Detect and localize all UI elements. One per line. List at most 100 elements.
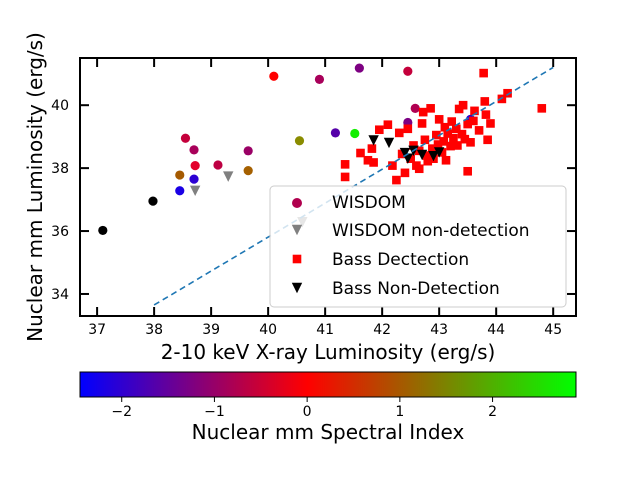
x-axis-label: 2-10 keV X-ray Luminosity (erg/s): [161, 340, 496, 364]
tick-layer: 37 38 39 40 41 42 43 44 45 34 36 38 40: [51, 58, 576, 338]
data-point-series-0: [410, 103, 420, 113]
legend-label-wisdom: WISDOM: [332, 193, 406, 213]
data-point-series-0: [189, 145, 199, 155]
data-point-series-2: [392, 175, 401, 185]
data-point-series-2: [446, 141, 455, 151]
data-point-series-3: [383, 137, 395, 149]
data-point-series-3: [399, 147, 411, 159]
data-point-series-0: [243, 146, 253, 156]
legend-label-wisdom-nondetection: WISDOM non-detection: [332, 221, 530, 241]
legend-label-bass-detection: Bass Dectection: [332, 250, 469, 270]
data-point-series-2: [409, 141, 418, 150]
data-point-series-2: [451, 124, 461, 134]
data-point-series-0: [330, 128, 341, 138]
data-point-series-2: [483, 135, 492, 145]
y-tick-label: 36: [51, 224, 69, 240]
data-point-series-0: [175, 170, 185, 180]
data-point-series-0: [98, 225, 108, 236]
data-point-series-2: [457, 129, 467, 139]
data-point-series-2: [460, 134, 470, 144]
data-point-series-2: [486, 119, 495, 128]
data-point-series-2: [400, 168, 410, 178]
x-tick-label: 42: [373, 322, 391, 338]
data-point-series-2: [375, 125, 384, 135]
data-point-series-0: [314, 74, 325, 84]
data-point-series-2: [394, 128, 404, 138]
data-point-series-2: [466, 138, 475, 147]
data-point-series-2: [453, 141, 462, 150]
data-point-series-2: [439, 137, 449, 146]
data-point-series-2: [418, 107, 428, 117]
data-point-series-2: [414, 164, 424, 174]
data-point-series-2: [403, 124, 413, 134]
data-point-series-0: [190, 161, 200, 171]
data-point-series-0: [148, 196, 158, 206]
data-point-series-2: [441, 155, 451, 165]
data-point-series-2: [383, 120, 393, 130]
legend-label-bass-nondetection: Bass Non-Detection: [332, 279, 500, 299]
legend-marker-3: [291, 282, 303, 294]
data-point-series-0: [269, 71, 279, 81]
data-point-series-0: [189, 174, 199, 184]
data-point-series-2: [420, 135, 430, 145]
data-point-series-2: [474, 126, 484, 135]
legend-marker-2: [292, 254, 302, 264]
data-point-series-0: [213, 160, 223, 170]
data-point-series-1: [189, 185, 201, 196]
x-tick-label: 44: [487, 322, 505, 338]
data-point-series-2: [537, 104, 547, 113]
colorbar-tick-label: 2: [488, 404, 497, 420]
legend: WISDOM WISDOM non-detection Bass Dectect…: [269, 185, 567, 308]
colorbar-tick-label: 0: [303, 404, 312, 420]
data-point-series-2: [443, 129, 453, 138]
data-point-series-1: [223, 171, 234, 182]
y-tick-label: 38: [51, 161, 69, 177]
data-point-series-2: [470, 106, 479, 116]
y-tick-label: 34: [51, 287, 69, 303]
data-point-series-0: [243, 166, 253, 176]
data-point-series-0: [403, 66, 413, 76]
x-tick-label: 40: [259, 322, 277, 338]
data-point-series-2: [432, 130, 441, 140]
colorbar-tick-label: 1: [395, 404, 404, 420]
data-point-series-2: [437, 148, 447, 157]
data-point-series-2: [463, 119, 472, 129]
data-point-series-2: [397, 149, 407, 159]
data-point-series-3: [416, 149, 428, 161]
y-tick-label: 40: [51, 98, 69, 114]
data-point-series-2: [503, 88, 512, 98]
x-tick-label: 45: [544, 322, 562, 338]
y-axis-label: Nuclear mm Luminosity (erg/s): [23, 32, 47, 342]
colorbar-tick-label: −1: [204, 404, 225, 420]
data-point-series-2: [422, 151, 431, 160]
colorbar-tick-label: −2: [111, 404, 132, 420]
data-point-series-2: [480, 97, 490, 106]
data-point-series-2: [481, 110, 491, 119]
x-tick-label: 37: [88, 322, 106, 338]
x-tick-label: 39: [202, 322, 220, 338]
colorbar: [79, 371, 577, 398]
data-point-series-0: [350, 128, 360, 139]
legend-marker-0: [292, 198, 302, 208]
data-point-series-2: [479, 68, 488, 78]
data-point-series-2: [433, 140, 443, 149]
data-point-series-2: [367, 144, 377, 153]
data-point-series-0: [175, 186, 185, 196]
legend-marker-1: [291, 224, 303, 236]
data-point-series-2: [428, 144, 437, 153]
data-point-series-2: [469, 116, 478, 126]
data-point-series-2: [434, 115, 444, 124]
data-point-series-0: [354, 63, 364, 73]
data-point-series-2: [423, 156, 433, 166]
legend-box: [269, 185, 567, 308]
data-point-series-2: [363, 155, 373, 165]
data-point-series-3: [433, 147, 445, 158]
data-point-series-2: [463, 166, 472, 176]
x-tick-label: 43: [430, 322, 448, 338]
data-point-series-2: [458, 100, 468, 110]
data-point-series-2: [356, 148, 365, 158]
data-point-series-0: [180, 133, 191, 143]
data-point-series-2: [388, 161, 397, 170]
x-tick-label: 38: [145, 322, 163, 338]
